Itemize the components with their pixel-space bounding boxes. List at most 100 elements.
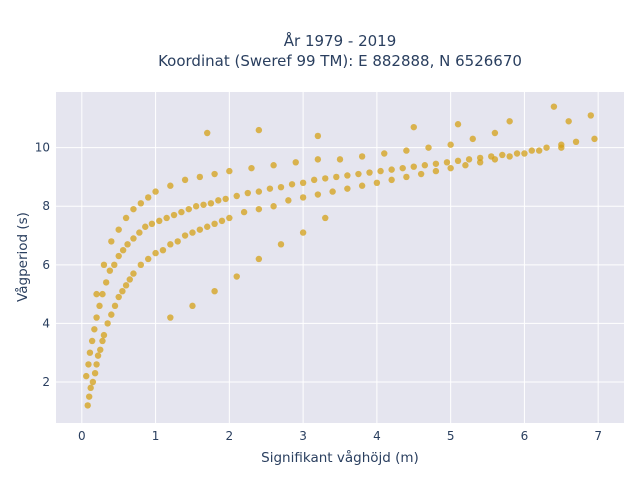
x-tick-label: 7 xyxy=(594,429,602,443)
scatter-point xyxy=(218,217,226,225)
scatter-point xyxy=(432,160,440,167)
scatter-point xyxy=(88,337,96,345)
scatter-point xyxy=(86,349,94,356)
scatter-point xyxy=(410,123,417,131)
scatter-point xyxy=(355,170,362,178)
scatter-point xyxy=(145,194,152,201)
chart-title-line-2: Koordinat (Sweref 99 TM): E 882888, N 65… xyxy=(158,52,522,70)
scatter-point xyxy=(97,346,104,353)
scatter-point xyxy=(310,176,318,184)
scatter-point xyxy=(399,164,406,172)
scatter-point xyxy=(189,229,196,236)
scatter-point xyxy=(204,223,211,230)
scatter-point xyxy=(333,173,340,181)
scatter-point xyxy=(196,226,204,233)
scatter-point xyxy=(255,126,263,134)
scatter-point xyxy=(136,229,143,236)
scatter-point xyxy=(115,226,122,233)
scatter-point xyxy=(211,220,218,228)
scatter-point xyxy=(403,173,410,181)
scatter-point xyxy=(119,287,126,295)
scatter-point xyxy=(126,276,133,283)
scatter-point xyxy=(543,144,550,151)
scatter-point xyxy=(255,205,263,213)
y-tick-label: 4 xyxy=(42,316,50,330)
scatter-point xyxy=(358,182,366,189)
scatter-point xyxy=(152,249,159,257)
scatter-point xyxy=(89,378,97,386)
y-tick-label: 2 xyxy=(42,375,50,389)
scatter-point xyxy=(94,352,102,359)
x-tick-label: 1 xyxy=(152,429,160,443)
scatter-point xyxy=(137,261,145,269)
scatter-point xyxy=(115,293,122,301)
scatter-point xyxy=(189,302,196,310)
scatter-point xyxy=(156,217,163,225)
scatter-point xyxy=(270,203,277,210)
scatter-point xyxy=(403,147,410,154)
scatter-point xyxy=(200,201,207,208)
scatter-point xyxy=(104,320,111,327)
x-tick-label: 5 xyxy=(447,429,455,443)
scatter-point xyxy=(314,156,322,163)
scatter-point xyxy=(248,164,255,172)
scatter-point xyxy=(111,261,118,269)
scatter-point xyxy=(285,197,292,204)
scatter-point xyxy=(181,176,189,184)
scatter-point xyxy=(292,159,299,166)
scatter-point xyxy=(506,153,513,160)
scatter-point xyxy=(84,402,91,409)
scatter-point xyxy=(122,214,130,222)
scatter-point xyxy=(410,163,417,170)
scatter-point xyxy=(388,176,395,184)
scatter-point xyxy=(178,208,185,216)
scatter-point xyxy=(373,179,381,187)
scatter-point xyxy=(491,129,499,137)
scatter-point xyxy=(288,181,296,188)
scatter-point xyxy=(222,195,229,203)
scatter-point xyxy=(336,156,344,163)
scatter-point xyxy=(91,370,99,377)
scatter-point xyxy=(111,302,119,310)
y-tick-label: 6 xyxy=(42,258,50,272)
scatter-point xyxy=(454,121,462,128)
scatter-point xyxy=(204,129,211,137)
scatter-point xyxy=(174,238,181,245)
scatter-point xyxy=(299,229,307,236)
scatter-point xyxy=(277,184,285,191)
scatter-point xyxy=(119,246,127,254)
scatter-point xyxy=(196,173,204,181)
scatter-point xyxy=(108,311,115,318)
x-tick-label: 6 xyxy=(521,429,529,443)
x-tick-label: 0 xyxy=(78,429,86,443)
scatter-point xyxy=(443,159,451,166)
scatter-point xyxy=(550,103,558,110)
scatter-point xyxy=(476,154,484,162)
scatter-point xyxy=(421,162,429,169)
scatter-point xyxy=(167,314,174,321)
scatter-point xyxy=(558,141,565,148)
scatter-point xyxy=(329,188,336,195)
scatter-point xyxy=(270,162,277,169)
scatter-point xyxy=(211,287,218,295)
scatter-point xyxy=(454,157,462,165)
scatter-point xyxy=(167,241,174,248)
scatter-point xyxy=(358,153,366,160)
scatter-point xyxy=(432,167,440,175)
scatter-point xyxy=(106,267,114,274)
scatter-point xyxy=(277,241,285,248)
scatter-point xyxy=(476,159,484,166)
ticks-layer: 0 1 2 3 4 5 6 7 2 4 6 8 10 xyxy=(35,141,602,443)
scatter-point xyxy=(91,326,98,333)
scatter-point xyxy=(226,167,233,175)
scatter-point xyxy=(163,214,170,222)
scatter-point xyxy=(447,164,454,172)
scatter-point xyxy=(513,150,521,157)
scatter-point xyxy=(344,172,351,179)
scatter-point xyxy=(381,150,388,157)
scatter-point xyxy=(83,372,90,380)
y-tick-label: 10 xyxy=(35,141,50,155)
scatter-point xyxy=(108,238,115,245)
scatter-point xyxy=(587,112,595,119)
